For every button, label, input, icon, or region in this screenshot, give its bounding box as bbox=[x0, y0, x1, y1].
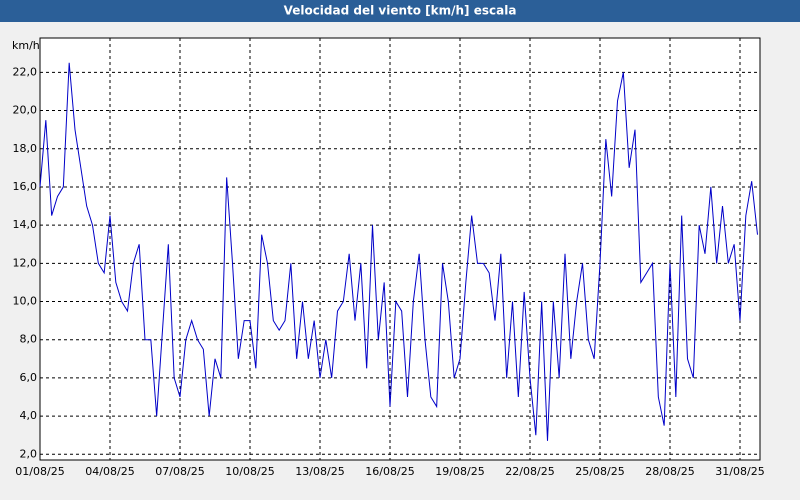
x-tick-label: 10/08/25 bbox=[225, 465, 274, 478]
line bbox=[39, 62, 758, 441]
x-tick-label: 19/08/25 bbox=[435, 465, 484, 478]
y-tick-label: 10,0 bbox=[13, 295, 38, 308]
y-tick-label: 16,0 bbox=[13, 180, 38, 193]
y-tick-label: 8,0 bbox=[20, 333, 38, 346]
y-tick-label: 12,0 bbox=[13, 256, 38, 269]
x-tick-label: 31/08/25 bbox=[715, 465, 764, 478]
x-tick-label: 28/08/25 bbox=[645, 465, 694, 478]
x-tick-label: 13/08/25 bbox=[295, 465, 344, 478]
plot-area bbox=[39, 37, 761, 461]
x-tick-label: 22/08/25 bbox=[505, 465, 554, 478]
x-tick-label: 07/08/25 bbox=[155, 465, 204, 478]
chart-title: Velocidad del viento [km/h] escala bbox=[284, 4, 517, 18]
x-tick-label: 25/08/25 bbox=[575, 465, 624, 478]
y-tick-label: 6,0 bbox=[20, 371, 38, 384]
title-bar bbox=[0, 0, 800, 22]
x-tick-label: 04/08/25 bbox=[85, 465, 134, 478]
y-unit: km/h bbox=[12, 39, 40, 52]
x-tick-label: 01/08/25 bbox=[15, 465, 64, 478]
y-tick-label: 14,0 bbox=[13, 218, 38, 231]
y-tick-label: 4,0 bbox=[20, 409, 38, 422]
y-tick-label: 18,0 bbox=[13, 142, 38, 155]
y-tick-label: 2,0 bbox=[20, 447, 38, 460]
x-tick-label: 16/08/25 bbox=[365, 465, 414, 478]
y-tick-label: 20,0 bbox=[13, 104, 38, 117]
y-tick-label: 22,0 bbox=[13, 65, 38, 78]
